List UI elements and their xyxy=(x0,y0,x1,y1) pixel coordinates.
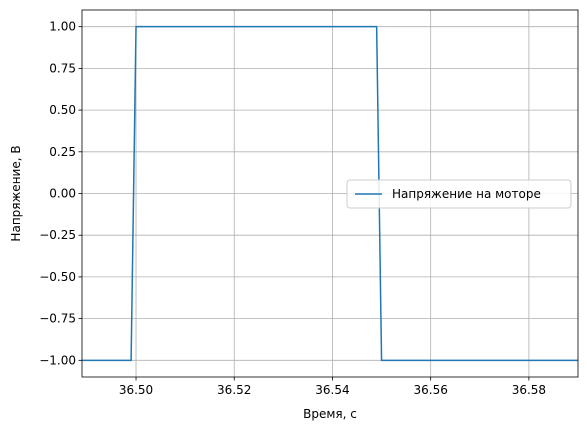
y-tick-label: −0.25 xyxy=(39,228,76,242)
y-tick-label: −0.50 xyxy=(39,270,76,284)
series-layer xyxy=(82,25,578,362)
y-tick-label: 0.50 xyxy=(49,103,76,117)
x-axis-label: Время, с xyxy=(303,407,357,421)
y-axis-label: Напряжение, В xyxy=(9,145,23,241)
y-tick-label: 1.00 xyxy=(49,20,76,34)
legend-entry-label: Напряжение на моторе xyxy=(392,187,541,201)
y-tick-label: 0.75 xyxy=(49,61,76,75)
x-axis-ticks: 36.50 36.52 36.54 36.56 36.58 xyxy=(119,377,546,397)
legend-box xyxy=(346,179,572,209)
y-tick-label: −0.75 xyxy=(39,312,76,326)
x-tick-label: 36.54 xyxy=(315,383,349,397)
y-tick-label: 0.25 xyxy=(49,145,76,159)
y-axis-ticks: 1.00 0.75 0.50 0.25 0.00 −0.25 −0.50 −0.75 −1.00 xyxy=(39,20,82,367)
x-tick-label: 36.56 xyxy=(413,383,447,397)
x-tick-label: 36.58 xyxy=(512,383,546,397)
y-tick-label: 0.00 xyxy=(49,187,76,201)
x-tick-label: 36.50 xyxy=(119,383,153,397)
y-tick-label: −1.00 xyxy=(39,353,76,367)
series-line xyxy=(82,25,578,362)
x-tick-label: 36.52 xyxy=(217,383,251,397)
legend: Напряжение на моторе xyxy=(346,179,572,209)
